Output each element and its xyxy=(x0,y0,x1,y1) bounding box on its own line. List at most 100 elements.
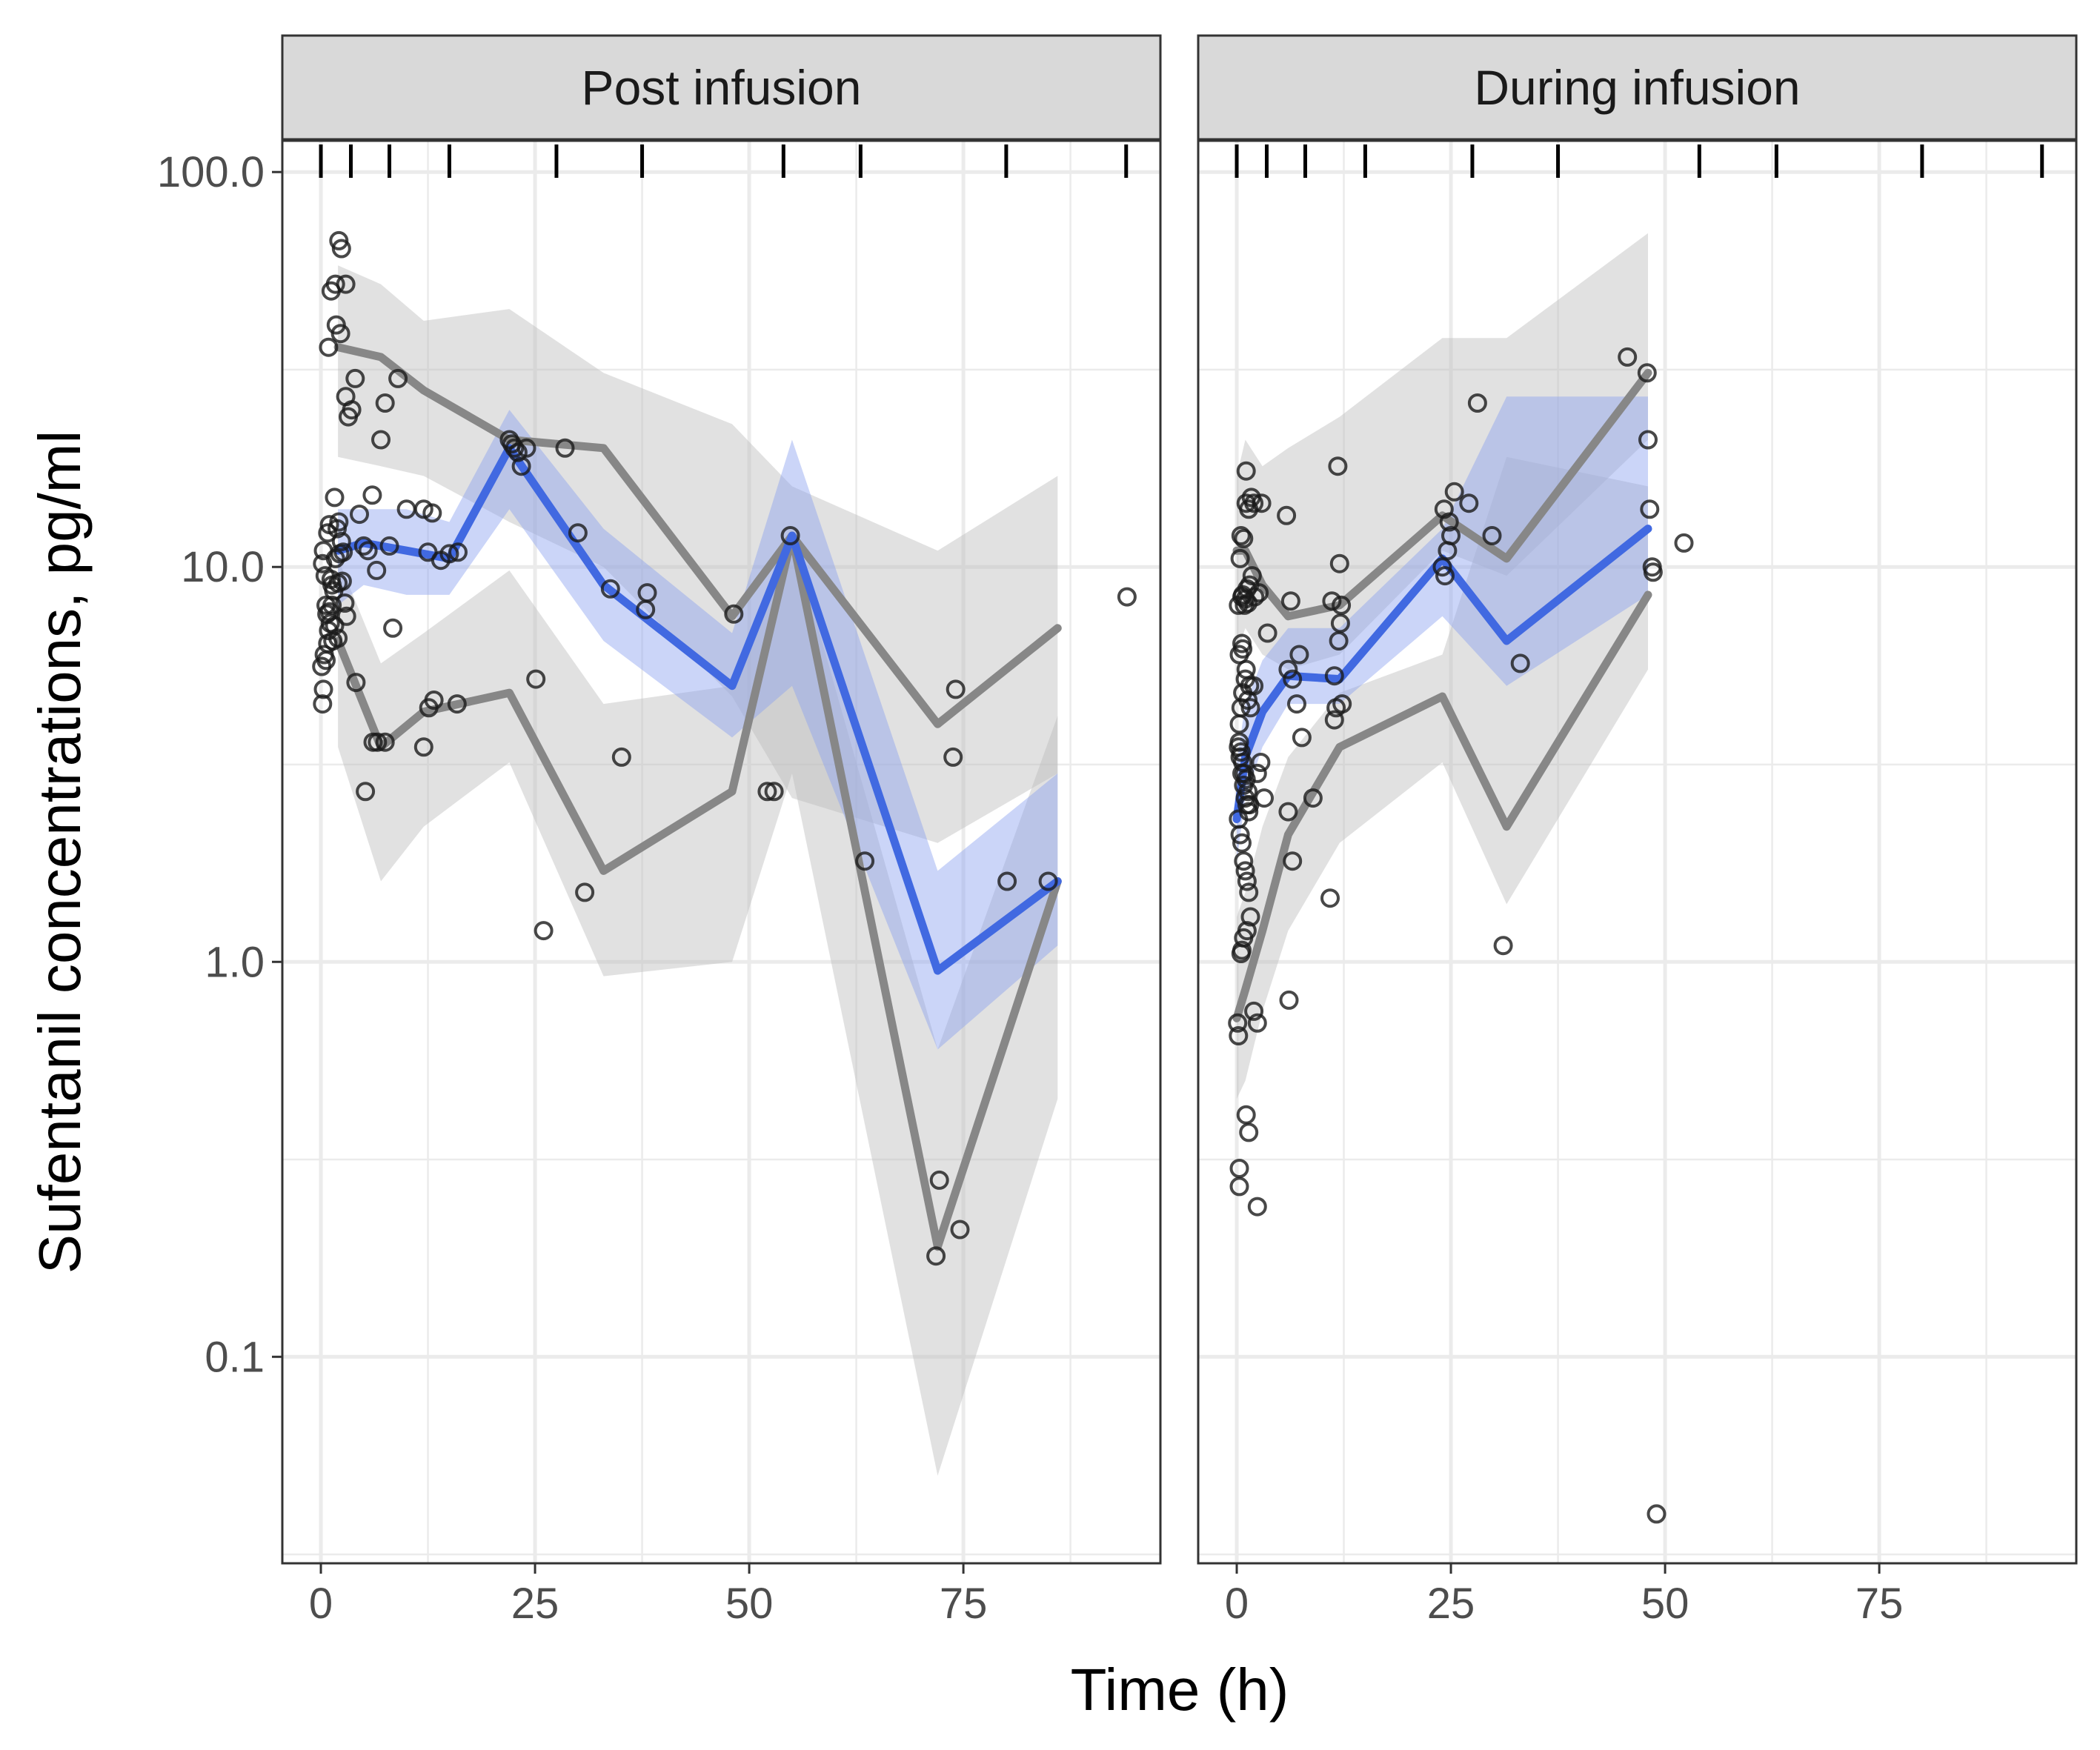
data-point xyxy=(1247,1197,1267,1217)
data-point xyxy=(358,541,378,561)
data-point xyxy=(1255,788,1274,808)
data-point xyxy=(388,368,408,388)
data-point xyxy=(611,747,631,767)
panel-frame xyxy=(1197,139,2078,1565)
ci-band-median xyxy=(338,410,1058,1050)
data-point xyxy=(447,694,467,714)
panel-frame xyxy=(281,139,1162,1565)
data-point xyxy=(1640,499,1660,519)
data-point xyxy=(1228,1013,1248,1033)
data-point xyxy=(1320,888,1340,908)
data-point xyxy=(764,782,784,802)
x-tick-label: 75 xyxy=(1855,1580,1904,1628)
data-point xyxy=(1332,694,1352,714)
data-point xyxy=(1237,921,1257,941)
data-point xyxy=(1238,782,1258,802)
y-axis: 0.1 1.0 10.0 100.0 xyxy=(157,148,282,1381)
data-point xyxy=(353,536,373,556)
data-point xyxy=(321,281,341,301)
x-tick-label: 25 xyxy=(511,1580,559,1628)
strip-background xyxy=(281,34,1162,141)
data-point xyxy=(1233,639,1253,659)
data-point xyxy=(568,523,588,543)
ci-band-p5 xyxy=(338,536,1058,1476)
data-point xyxy=(1117,587,1137,607)
data-point xyxy=(855,851,875,871)
data-point xyxy=(350,505,369,525)
data-point xyxy=(1328,456,1348,476)
data-point xyxy=(1444,482,1464,502)
x-axis-title: Time (h) xyxy=(1071,1657,1289,1723)
ci-band-p5 xyxy=(1237,456,1648,1099)
data-point xyxy=(1237,871,1257,891)
data-point xyxy=(724,604,744,624)
data-point xyxy=(1236,461,1256,481)
data-point xyxy=(1232,940,1252,960)
data-point xyxy=(1277,505,1297,525)
data-point xyxy=(325,616,345,636)
data-point xyxy=(1482,526,1502,545)
data-point xyxy=(1231,742,1251,762)
data-point xyxy=(371,430,391,450)
data-point xyxy=(1637,363,1657,383)
data-point xyxy=(1439,512,1459,532)
data-point xyxy=(946,679,966,699)
data-point xyxy=(600,579,620,599)
data-point xyxy=(322,595,342,615)
data-point xyxy=(313,694,333,714)
x-tick-label: 25 xyxy=(1427,1580,1475,1628)
data-point xyxy=(1638,430,1658,450)
y-tick-label: 0.1 xyxy=(205,1333,265,1381)
panel-during-infusion: During infusion 0 25 50 75 xyxy=(1197,34,2078,1628)
data-point xyxy=(511,456,531,476)
line-p95 xyxy=(333,343,1062,728)
data-point xyxy=(1247,1013,1267,1033)
data-point xyxy=(780,526,800,545)
data-point xyxy=(439,544,459,564)
data-point xyxy=(943,747,963,767)
data-point xyxy=(345,368,365,388)
y-tick-label: 1.0 xyxy=(205,938,265,986)
data-point xyxy=(1249,583,1269,603)
data-point xyxy=(929,1170,949,1190)
data-point xyxy=(1332,595,1352,615)
data-point xyxy=(1240,676,1260,696)
data-point xyxy=(1038,871,1058,891)
x-tick-label: 0 xyxy=(309,1580,333,1628)
data-point xyxy=(1240,698,1260,718)
data-point xyxy=(422,503,442,523)
data-point xyxy=(332,571,352,591)
data-point xyxy=(1232,833,1252,853)
data-point xyxy=(329,512,349,532)
x-tick-label: 75 xyxy=(940,1580,988,1628)
x-tick-label: 0 xyxy=(1225,1580,1249,1628)
data-point xyxy=(1467,393,1487,413)
data-point xyxy=(516,438,536,458)
data-point xyxy=(342,400,362,420)
data-point xyxy=(1236,1105,1256,1125)
data-point xyxy=(333,542,353,562)
data-point xyxy=(1242,566,1262,586)
data-point xyxy=(575,882,595,902)
data-point xyxy=(757,782,777,802)
data-point xyxy=(1292,728,1312,748)
data-point xyxy=(1231,526,1251,545)
data-point xyxy=(1283,851,1303,871)
data-point xyxy=(321,570,341,589)
data-point xyxy=(1618,347,1638,367)
data-point xyxy=(330,324,350,344)
data-point xyxy=(997,871,1017,891)
data-point xyxy=(325,488,345,508)
data-point xyxy=(448,542,468,562)
data-point xyxy=(1435,566,1455,586)
data-point xyxy=(1322,591,1342,611)
data-point xyxy=(526,669,546,689)
data-point xyxy=(926,1246,946,1266)
data-point xyxy=(1244,493,1264,513)
data-point xyxy=(1235,861,1255,881)
data-point xyxy=(313,679,333,699)
data-point xyxy=(1230,825,1250,845)
data-point xyxy=(1230,548,1250,568)
data-point xyxy=(1283,669,1303,689)
